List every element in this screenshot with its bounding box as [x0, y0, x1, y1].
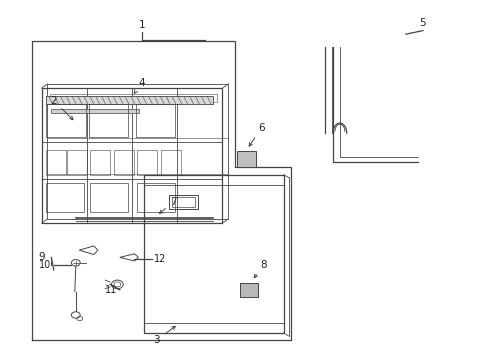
Text: 2: 2 — [50, 96, 73, 120]
Text: 10: 10 — [39, 260, 51, 270]
Bar — [90, 150, 110, 175]
Bar — [51, 109, 139, 113]
Bar — [88, 104, 128, 137]
Text: 12: 12 — [154, 254, 166, 264]
Bar — [114, 150, 134, 175]
Bar — [46, 183, 84, 212]
Text: 11: 11 — [105, 285, 117, 295]
Bar — [168, 195, 198, 209]
Bar — [46, 150, 66, 175]
Bar — [237, 151, 255, 167]
Bar — [239, 283, 258, 297]
Text: 8: 8 — [254, 260, 267, 278]
Bar — [90, 183, 128, 212]
Text: 9: 9 — [38, 252, 45, 262]
Text: 6: 6 — [248, 123, 264, 146]
Text: 1: 1 — [138, 20, 145, 30]
Bar — [135, 104, 175, 137]
Bar — [171, 197, 195, 207]
Bar — [161, 150, 181, 175]
Bar — [47, 84, 228, 219]
Text: 4: 4 — [134, 78, 145, 93]
Bar — [137, 150, 157, 175]
Text: 7: 7 — [159, 197, 177, 213]
Bar — [144, 175, 283, 333]
Bar — [67, 150, 87, 175]
Bar — [46, 96, 212, 104]
Bar — [137, 183, 175, 212]
Bar — [50, 94, 216, 102]
Bar — [46, 104, 86, 137]
Bar — [41, 88, 222, 223]
Text: 3: 3 — [153, 326, 175, 345]
Text: 5: 5 — [419, 18, 426, 28]
